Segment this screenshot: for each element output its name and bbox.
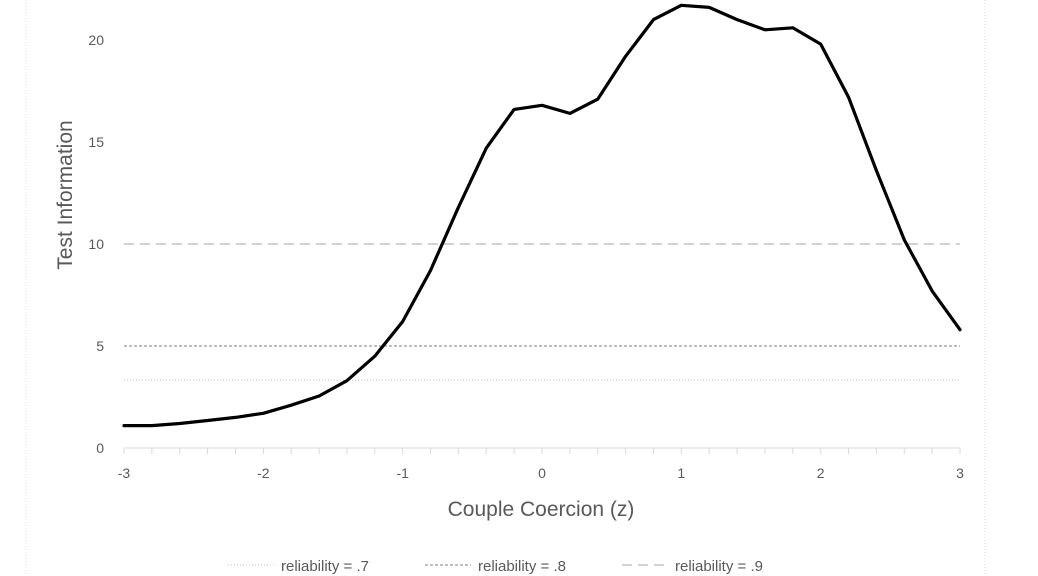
y-tick-label: 5	[96, 338, 104, 354]
y-tick-label: 10	[88, 236, 104, 252]
x-axis: -3 -2 -1 0 1 2 3	[118, 447, 964, 481]
x-tick-label: 3	[956, 465, 964, 481]
x-tick-label: 1	[677, 465, 685, 481]
x-tick-label: 2	[817, 465, 825, 481]
reference-lines	[124, 243, 960, 381]
x-tick-label: 0	[538, 465, 546, 481]
legend-label-2: reliability = .8	[478, 558, 566, 575]
y-tick-labels: 0 5 10 15 20	[88, 32, 104, 456]
x-tick-marks	[123, 448, 961, 454]
y-axis-title: Test Information	[54, 120, 77, 269]
legend: reliability = .7 reliability = .8 reliabil…	[228, 558, 763, 575]
x-tick-label: -3	[118, 465, 131, 481]
x-tick-label: -2	[257, 465, 270, 481]
y-tick-label: 15	[88, 134, 104, 150]
legend-label-3: reliability = .9	[675, 558, 763, 575]
x-tick-labels: -3 -2 -1 0 1 2 3	[118, 465, 964, 481]
x-tick-label: -1	[396, 465, 409, 481]
x-axis-title: Couple Coercion (z)	[448, 498, 635, 521]
y-tick-label: 0	[96, 440, 104, 456]
series-line-1	[122, 3, 962, 428]
series-layer	[122, 3, 962, 428]
legend-label-1: reliability = .7	[281, 558, 369, 575]
y-tick-label: 20	[88, 32, 104, 48]
